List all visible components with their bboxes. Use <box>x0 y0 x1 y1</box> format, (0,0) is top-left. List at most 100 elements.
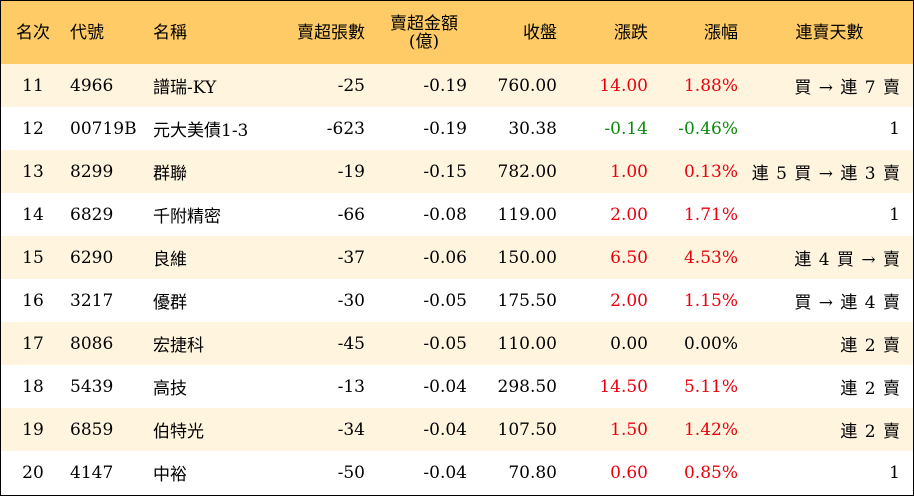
cell-rank: 18 <box>22 376 44 397</box>
cell-rank: 15 <box>22 247 44 268</box>
cell-code: 3217 <box>70 290 114 311</box>
cell-change-pct: 4.53% <box>683 247 738 268</box>
cell-name: 優群 <box>153 293 187 313</box>
table-row: 17 8086 宏捷科 -45 -0.05 110.00 0.00 0.00% 連 2 賣 <box>1 322 913 365</box>
cell-rank: 20 <box>22 462 44 483</box>
cell-name: 元大美債1-3 <box>153 121 249 141</box>
cell-change-pct: 0.85% <box>683 462 738 483</box>
cell-sell-amount: -0.19 <box>423 75 467 96</box>
cell-change: 6.50 <box>610 247 648 268</box>
cell-streak: 買 → 連 4 賣 <box>794 293 901 313</box>
cell-streak: 1 <box>889 462 901 483</box>
header-name: 名稱 <box>153 22 187 43</box>
cell-close: 298.50 <box>497 376 557 397</box>
cell-name: 伯特光 <box>153 422 204 442</box>
cell-sell-volume: -13 <box>337 376 365 397</box>
cell-name: 千附精密 <box>153 207 221 227</box>
cell-sell-volume: -66 <box>337 204 365 225</box>
cell-code: 8299 <box>70 161 114 182</box>
cell-close: 70.80 <box>508 462 557 483</box>
table-row: 19 6859 伯特光 -34 -0.04 107.50 1.50 1.42% 連 2 賣 <box>1 408 913 451</box>
cell-change: 0.00 <box>610 333 648 354</box>
header-streak: 連賣天數 <box>795 22 864 43</box>
cell-sell-volume: -50 <box>337 462 365 483</box>
table-row: 20 4147 中裕 -50 -0.04 70.80 0.60 0.85% 1 <box>1 451 913 494</box>
cell-name: 良維 <box>153 250 187 270</box>
cell-code: 6859 <box>70 419 114 440</box>
cell-code: 8086 <box>70 333 114 354</box>
table-row: 14 6829 千附精密 -66 -0.08 119.00 2.00 1.71% 1 <box>1 193 913 236</box>
cell-sell-volume: -45 <box>337 333 365 354</box>
cell-change: 2.00 <box>610 290 648 311</box>
cell-streak: 連 4 買 → 賣 <box>794 250 901 270</box>
cell-change-pct: 1.71% <box>683 204 738 225</box>
table-row: 15 6290 良維 -37 -0.06 150.00 6.50 4.53% 連 4 買 → 賣 <box>1 236 913 279</box>
cell-change: 1.50 <box>610 419 648 440</box>
cell-sell-volume: -623 <box>326 118 365 139</box>
cell-code: 6290 <box>70 247 114 268</box>
cell-change: 0.60 <box>610 462 648 483</box>
cell-close: 150.00 <box>497 247 557 268</box>
header-sell-amount-unit: (億) <box>408 31 440 52</box>
cell-change-pct: 1.15% <box>683 290 738 311</box>
cell-change: 1.00 <box>610 161 648 182</box>
cell-sell-amount: -0.04 <box>423 462 467 483</box>
cell-rank: 14 <box>22 204 44 225</box>
cell-sell-volume: -19 <box>337 161 365 182</box>
cell-sell-amount: -0.04 <box>423 376 467 397</box>
cell-name: 中裕 <box>153 465 187 485</box>
cell-streak: 連 2 賣 <box>840 336 901 356</box>
cell-name: 高技 <box>153 379 187 399</box>
cell-sell-amount: -0.05 <box>423 333 467 354</box>
cell-code: 5439 <box>70 376 114 397</box>
header-code: 代號 <box>70 22 104 43</box>
header-change: 漲跌 <box>614 22 648 43</box>
cell-change-pct: -0.46% <box>678 118 738 139</box>
header-row: 名次 代號 名稱 賣超張數 賣超金額 (億) 收盤 漲跌 漲幅 連賣天數 <box>1 1 913 64</box>
header-rank: 名次 <box>16 22 50 43</box>
cell-streak: 連 2 賣 <box>840 422 901 442</box>
cell-sell-volume: -37 <box>337 247 365 268</box>
header-sell-amount: 賣超金額 (億) <box>373 1 475 64</box>
cell-sell-volume: -25 <box>337 75 365 96</box>
cell-close: 175.50 <box>497 290 557 311</box>
cell-rank: 17 <box>22 333 44 354</box>
cell-streak: 連 2 賣 <box>840 379 901 399</box>
cell-change: -0.14 <box>604 118 648 139</box>
cell-change-pct: 1.88% <box>683 75 738 96</box>
cell-sell-volume: -34 <box>337 419 365 440</box>
cell-rank: 19 <box>22 419 44 440</box>
cell-rank: 13 <box>22 161 44 182</box>
cell-streak: 連 5 買 → 連 3 賣 <box>751 164 901 184</box>
header-sell-volume: 賣超張數 <box>297 22 365 43</box>
cell-close: 760.00 <box>497 75 557 96</box>
cell-sell-amount: -0.06 <box>423 247 467 268</box>
cell-close: 782.00 <box>497 161 557 182</box>
cell-streak: 1 <box>889 118 901 139</box>
cell-change-pct: 0.00% <box>683 333 738 354</box>
cell-name: 譜瑞-KY <box>153 78 217 98</box>
header-close: 收盤 <box>523 22 557 43</box>
cell-rank: 16 <box>22 290 44 311</box>
table-body: 11 4966 譜瑞-KY -25 -0.19 760.00 14.00 1.88% 買 → 連… <box>1 64 913 494</box>
cell-change: 14.50 <box>599 376 648 397</box>
cell-sell-amount: -0.05 <box>423 290 467 311</box>
cell-change: 2.00 <box>610 204 648 225</box>
table-row: 11 4966 譜瑞-KY -25 -0.19 760.00 14.00 1.88% 買 → 連… <box>1 64 913 107</box>
cell-change: 14.00 <box>599 75 648 96</box>
cell-change-pct: 5.11% <box>683 376 738 397</box>
header-sell-amount-line1: 賣超金額 <box>390 13 458 34</box>
header-change-pct: 漲幅 <box>704 22 738 43</box>
table-row: 16 3217 優群 -30 -0.05 175.50 2.00 1.15% 買 → 連 4 賣 <box>1 279 913 322</box>
cell-sell-volume: -30 <box>337 290 365 311</box>
cell-sell-amount: -0.08 <box>423 204 467 225</box>
cell-sell-amount: -0.19 <box>423 118 467 139</box>
cell-close: 107.50 <box>497 419 557 440</box>
table-row: 12 00719B 元大美債1-3 -623 -0.19 30.38 -0.14 -0.46%… <box>1 107 913 150</box>
cell-code: 6829 <box>70 204 114 225</box>
cell-streak: 買 → 連 7 賣 <box>794 78 901 98</box>
cell-code: 4147 <box>70 462 114 483</box>
cell-close: 119.00 <box>497 204 557 225</box>
